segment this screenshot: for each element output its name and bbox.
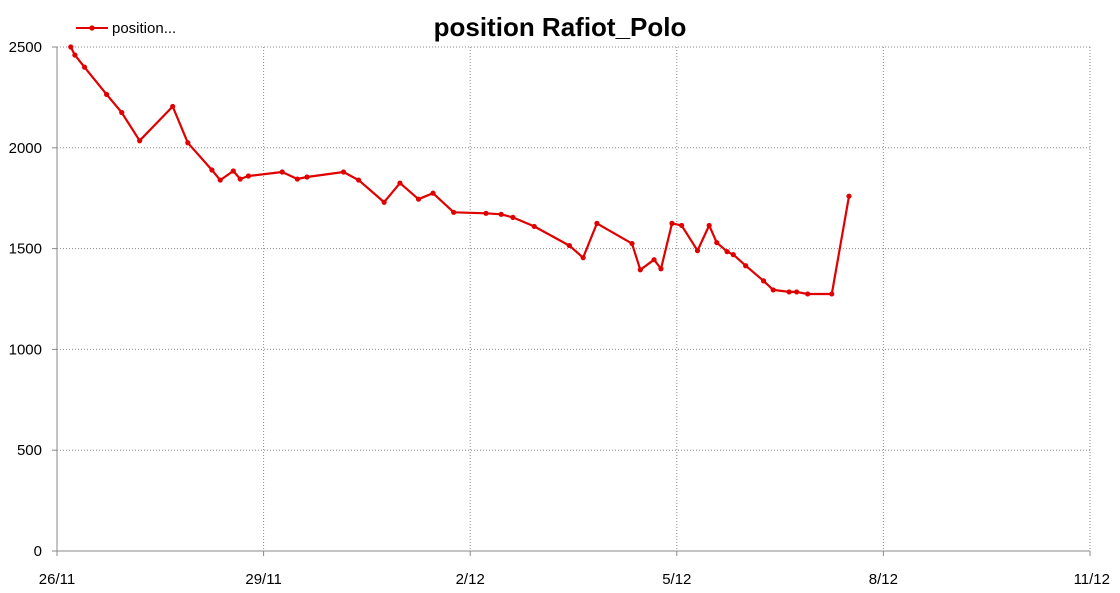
data-point — [566, 242, 572, 249]
data-point — [651, 257, 657, 263]
axes — [56, 47, 1090, 552]
data-point — [430, 190, 436, 196]
data-point — [170, 103, 176, 110]
y-tick-label: 2000 — [9, 140, 42, 157]
data-point — [730, 252, 736, 258]
grid-lines — [57, 46, 1091, 551]
data-point — [279, 169, 285, 175]
data-point — [724, 249, 730, 255]
x-tick-label: 5/12 — [662, 571, 691, 588]
data-point — [770, 287, 776, 293]
y-axis-ticks: 0 500 1000 1500 2000 2500 — [9, 39, 57, 560]
x-axis-ticks: 26/11 29/11 2/12 5/12 8/12 11/12 — [39, 551, 1110, 588]
y-tick-label: 2500 — [9, 39, 42, 56]
data-point — [594, 220, 600, 226]
data-point — [483, 210, 489, 216]
series-layer — [68, 44, 852, 297]
data-point — [658, 266, 664, 272]
data-point — [706, 222, 712, 229]
data-point — [498, 211, 504, 217]
legend-series-label: position... — [112, 20, 176, 37]
data-point — [714, 239, 720, 246]
y-tick-label: 1000 — [9, 341, 42, 358]
data-point — [237, 176, 243, 182]
data-point — [510, 214, 516, 220]
chart-title: position Rafiot_Polo — [434, 12, 687, 42]
data-point — [103, 91, 110, 97]
x-tick-label: 11/12 — [1074, 571, 1110, 588]
y-tick-label: 0 — [34, 543, 42, 560]
data-point — [217, 177, 223, 183]
legend-marker-swatch — [89, 25, 95, 31]
data-point — [294, 176, 300, 182]
x-tick-label: 26/11 — [39, 571, 75, 588]
data-point — [68, 44, 74, 50]
data-point — [185, 140, 191, 146]
data-point — [415, 196, 422, 202]
x-tick-label: 2/12 — [456, 571, 485, 588]
data-point — [340, 169, 347, 175]
data-point — [743, 263, 749, 269]
data-point — [356, 177, 362, 183]
x-tick-label: 8/12 — [869, 571, 898, 588]
data-point — [304, 174, 310, 180]
data-point — [397, 180, 403, 186]
x-tick-label: 29/11 — [245, 571, 281, 588]
data-point — [637, 267, 643, 273]
data-point — [846, 193, 852, 199]
data-point — [245, 173, 252, 179]
data-point — [209, 167, 215, 173]
data-point — [669, 220, 675, 226]
data-point — [794, 289, 800, 295]
data-point — [381, 199, 387, 205]
y-tick-label: 1500 — [9, 241, 42, 258]
data-point — [531, 223, 537, 230]
data-point — [580, 255, 586, 261]
data-point — [81, 64, 88, 70]
data-point — [805, 291, 811, 297]
data-point — [829, 291, 835, 297]
data-point — [119, 109, 125, 116]
data-point — [230, 168, 236, 174]
data-point — [786, 289, 792, 295]
data-point — [451, 209, 457, 215]
data-point — [137, 138, 143, 144]
data-point — [679, 222, 685, 229]
data-point — [629, 240, 635, 247]
data-point — [760, 278, 767, 284]
legend: position... — [76, 20, 176, 37]
y-tick-label: 500 — [17, 442, 42, 459]
data-point — [72, 52, 78, 58]
data-point — [694, 248, 701, 254]
